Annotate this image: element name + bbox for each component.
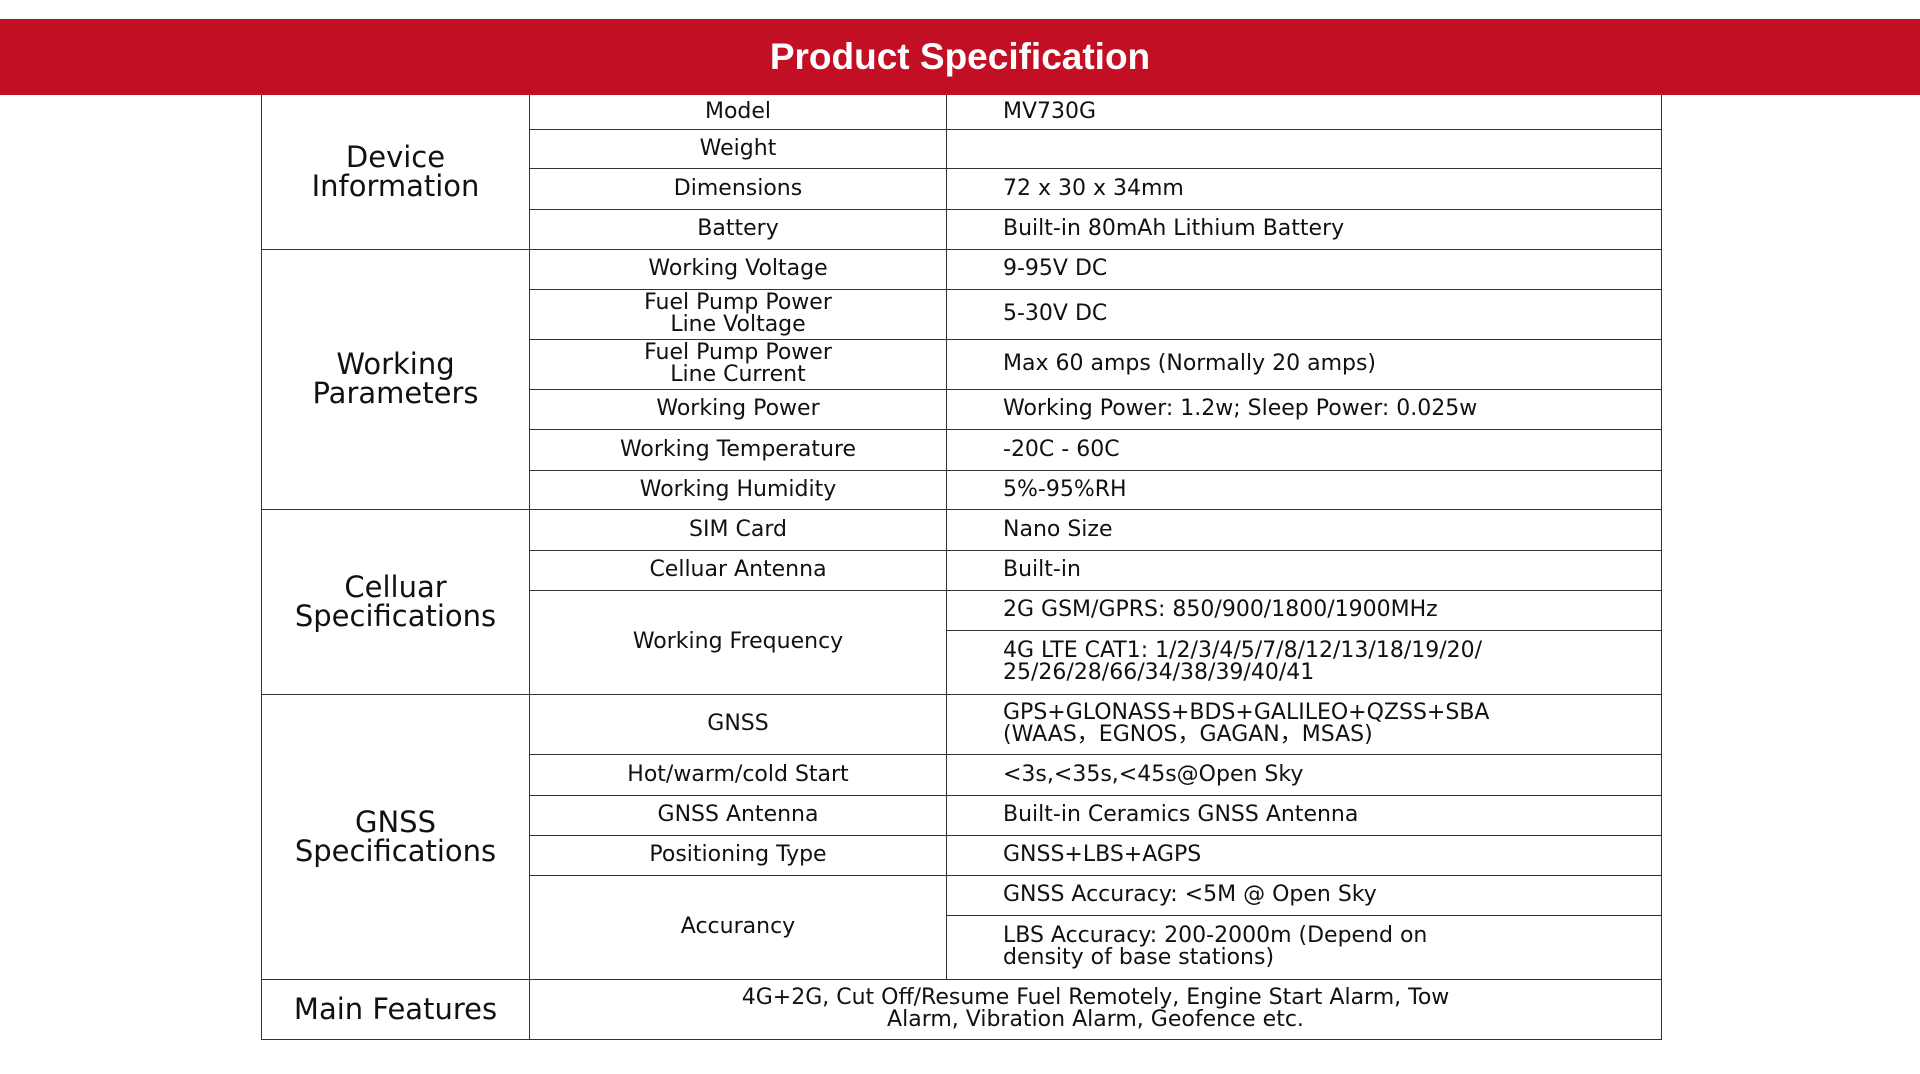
spec-value: MV730G [946, 95, 1662, 130]
table-row: Hot/warm/cold Start <3s,<35s,<45s@Open S… [262, 753, 1662, 796]
spec-value: LBS Accuracy: 200-2000m (Depend on densi… [946, 914, 1662, 980]
spec-key: Fuel Pump Power Line Current [529, 338, 947, 390]
section-label-gnss: GNSS Specifications [261, 693, 530, 980]
spec-value: 9-95V DC [946, 248, 1662, 290]
section-label-features: Main Features [261, 978, 530, 1040]
spec-key: Working Frequency [529, 589, 947, 695]
spec-value [946, 128, 1662, 169]
table-row: LBS Accuracy: 200-2000m (Depend on densi… [262, 914, 1662, 980]
table-row: Working Parameters Working Voltage 9-95V… [261, 248, 1662, 510]
table-row: Device Information Model MV730G [261, 95, 1662, 250]
spec-key: Working Temperature [529, 428, 947, 471]
spec-value: <3s,<35s,<45s@Open Sky [946, 753, 1662, 796]
table-row: Working Temperature -20C - 60C [262, 428, 1662, 471]
table-row: GNSS Specifications GNSS GPS+GLONASS+BDS… [261, 693, 1662, 980]
table-row: Fuel Pump Power Line Voltage 5-30V DC [262, 288, 1662, 340]
table-row: Fuel Pump Power Line Current Max 60 amps… [262, 338, 1662, 390]
spec-key: SIM Card [529, 508, 947, 551]
spec-value: Built-in [946, 549, 1662, 591]
spec-key: Working Voltage [529, 248, 947, 290]
spec-value: 5%-95%RH [946, 469, 1662, 510]
table-row: Working Frequency 2G GSM/GPRS: 850/900/1… [262, 589, 1662, 695]
table-row: Working Power Working Power: 1.2w; Sleep… [262, 388, 1662, 430]
section-label-working: Working Parameters [261, 248, 530, 510]
spec-value: Working Power: 1.2w; Sleep Power: 0.025w [946, 388, 1662, 430]
spec-key: Fuel Pump Power Line Voltage [529, 288, 947, 340]
spec-table: Device Information Model MV730G Weight D… [261, 95, 1662, 1040]
table-row: Celluar Antenna Built-in [262, 549, 1662, 591]
page-title: Product Specification [769, 36, 1151, 77]
spec-value: Nano Size [946, 508, 1662, 551]
spec-value: GNSS Accuracy: <5M @ Open Sky [946, 874, 1662, 916]
spec-value: 2G GSM/GPRS: 850/900/1800/1900MHz [946, 589, 1662, 631]
spec-key: Model [529, 95, 947, 130]
spec-key: GNSS Antenna [529, 794, 947, 836]
spec-key: Working Power [529, 388, 947, 430]
spec-value: GPS+GLONASS+BDS+GALILEO+QZSS+SBA (WAAS，E… [946, 693, 1662, 755]
spec-value: 72 x 30 x 34mm [946, 167, 1662, 210]
spec-key: Working Humidity [529, 469, 947, 510]
table-row: Main Features 4G+2G, Cut Off/Resume Fuel… [261, 978, 1662, 1040]
spec-key: Hot/warm/cold Start [529, 753, 947, 796]
header-banner: Product Specification [0, 19, 1920, 95]
table-row: Weight [262, 128, 1662, 169]
spec-key: Positioning Type [529, 834, 947, 876]
spec-key: Dimensions [529, 167, 947, 210]
spec-value: -20C - 60C [946, 428, 1662, 471]
spec-key: GNSS [529, 693, 947, 755]
spec-value: Max 60 amps (Normally 20 amps) [946, 338, 1662, 390]
spec-value: Built-in 80mAh Lithium Battery [946, 208, 1662, 250]
table-row: Celluar Specifications SIM Card Nano Siz… [261, 508, 1662, 695]
spec-value: GNSS+LBS+AGPS [946, 834, 1662, 876]
section-label-device: Device Information [261, 95, 530, 250]
features-text: 4G+2G, Cut Off/Resume Fuel Remotely, Eng… [529, 978, 1662, 1040]
table-row: Accurancy GNSS Accuracy: <5M @ Open Sky [262, 874, 1662, 980]
spec-value: 4G LTE CAT1: 1/2/3/4/5/7/8/12/13/18/19/2… [946, 629, 1662, 695]
spec-key: Weight [529, 128, 947, 169]
spec-key: Battery [529, 208, 947, 250]
section-label-cellular: Celluar Specifications [261, 508, 530, 695]
table-row: Working Humidity 5%-95%RH [262, 469, 1662, 510]
spec-value: 5-30V DC [946, 288, 1662, 340]
spec-key: Celluar Antenna [529, 549, 947, 591]
spec-value: Built-in Ceramics GNSS Antenna [946, 794, 1662, 836]
table-row: Battery Built-in 80mAh Lithium Battery [262, 208, 1662, 250]
spec-key: Accurancy [529, 874, 947, 980]
